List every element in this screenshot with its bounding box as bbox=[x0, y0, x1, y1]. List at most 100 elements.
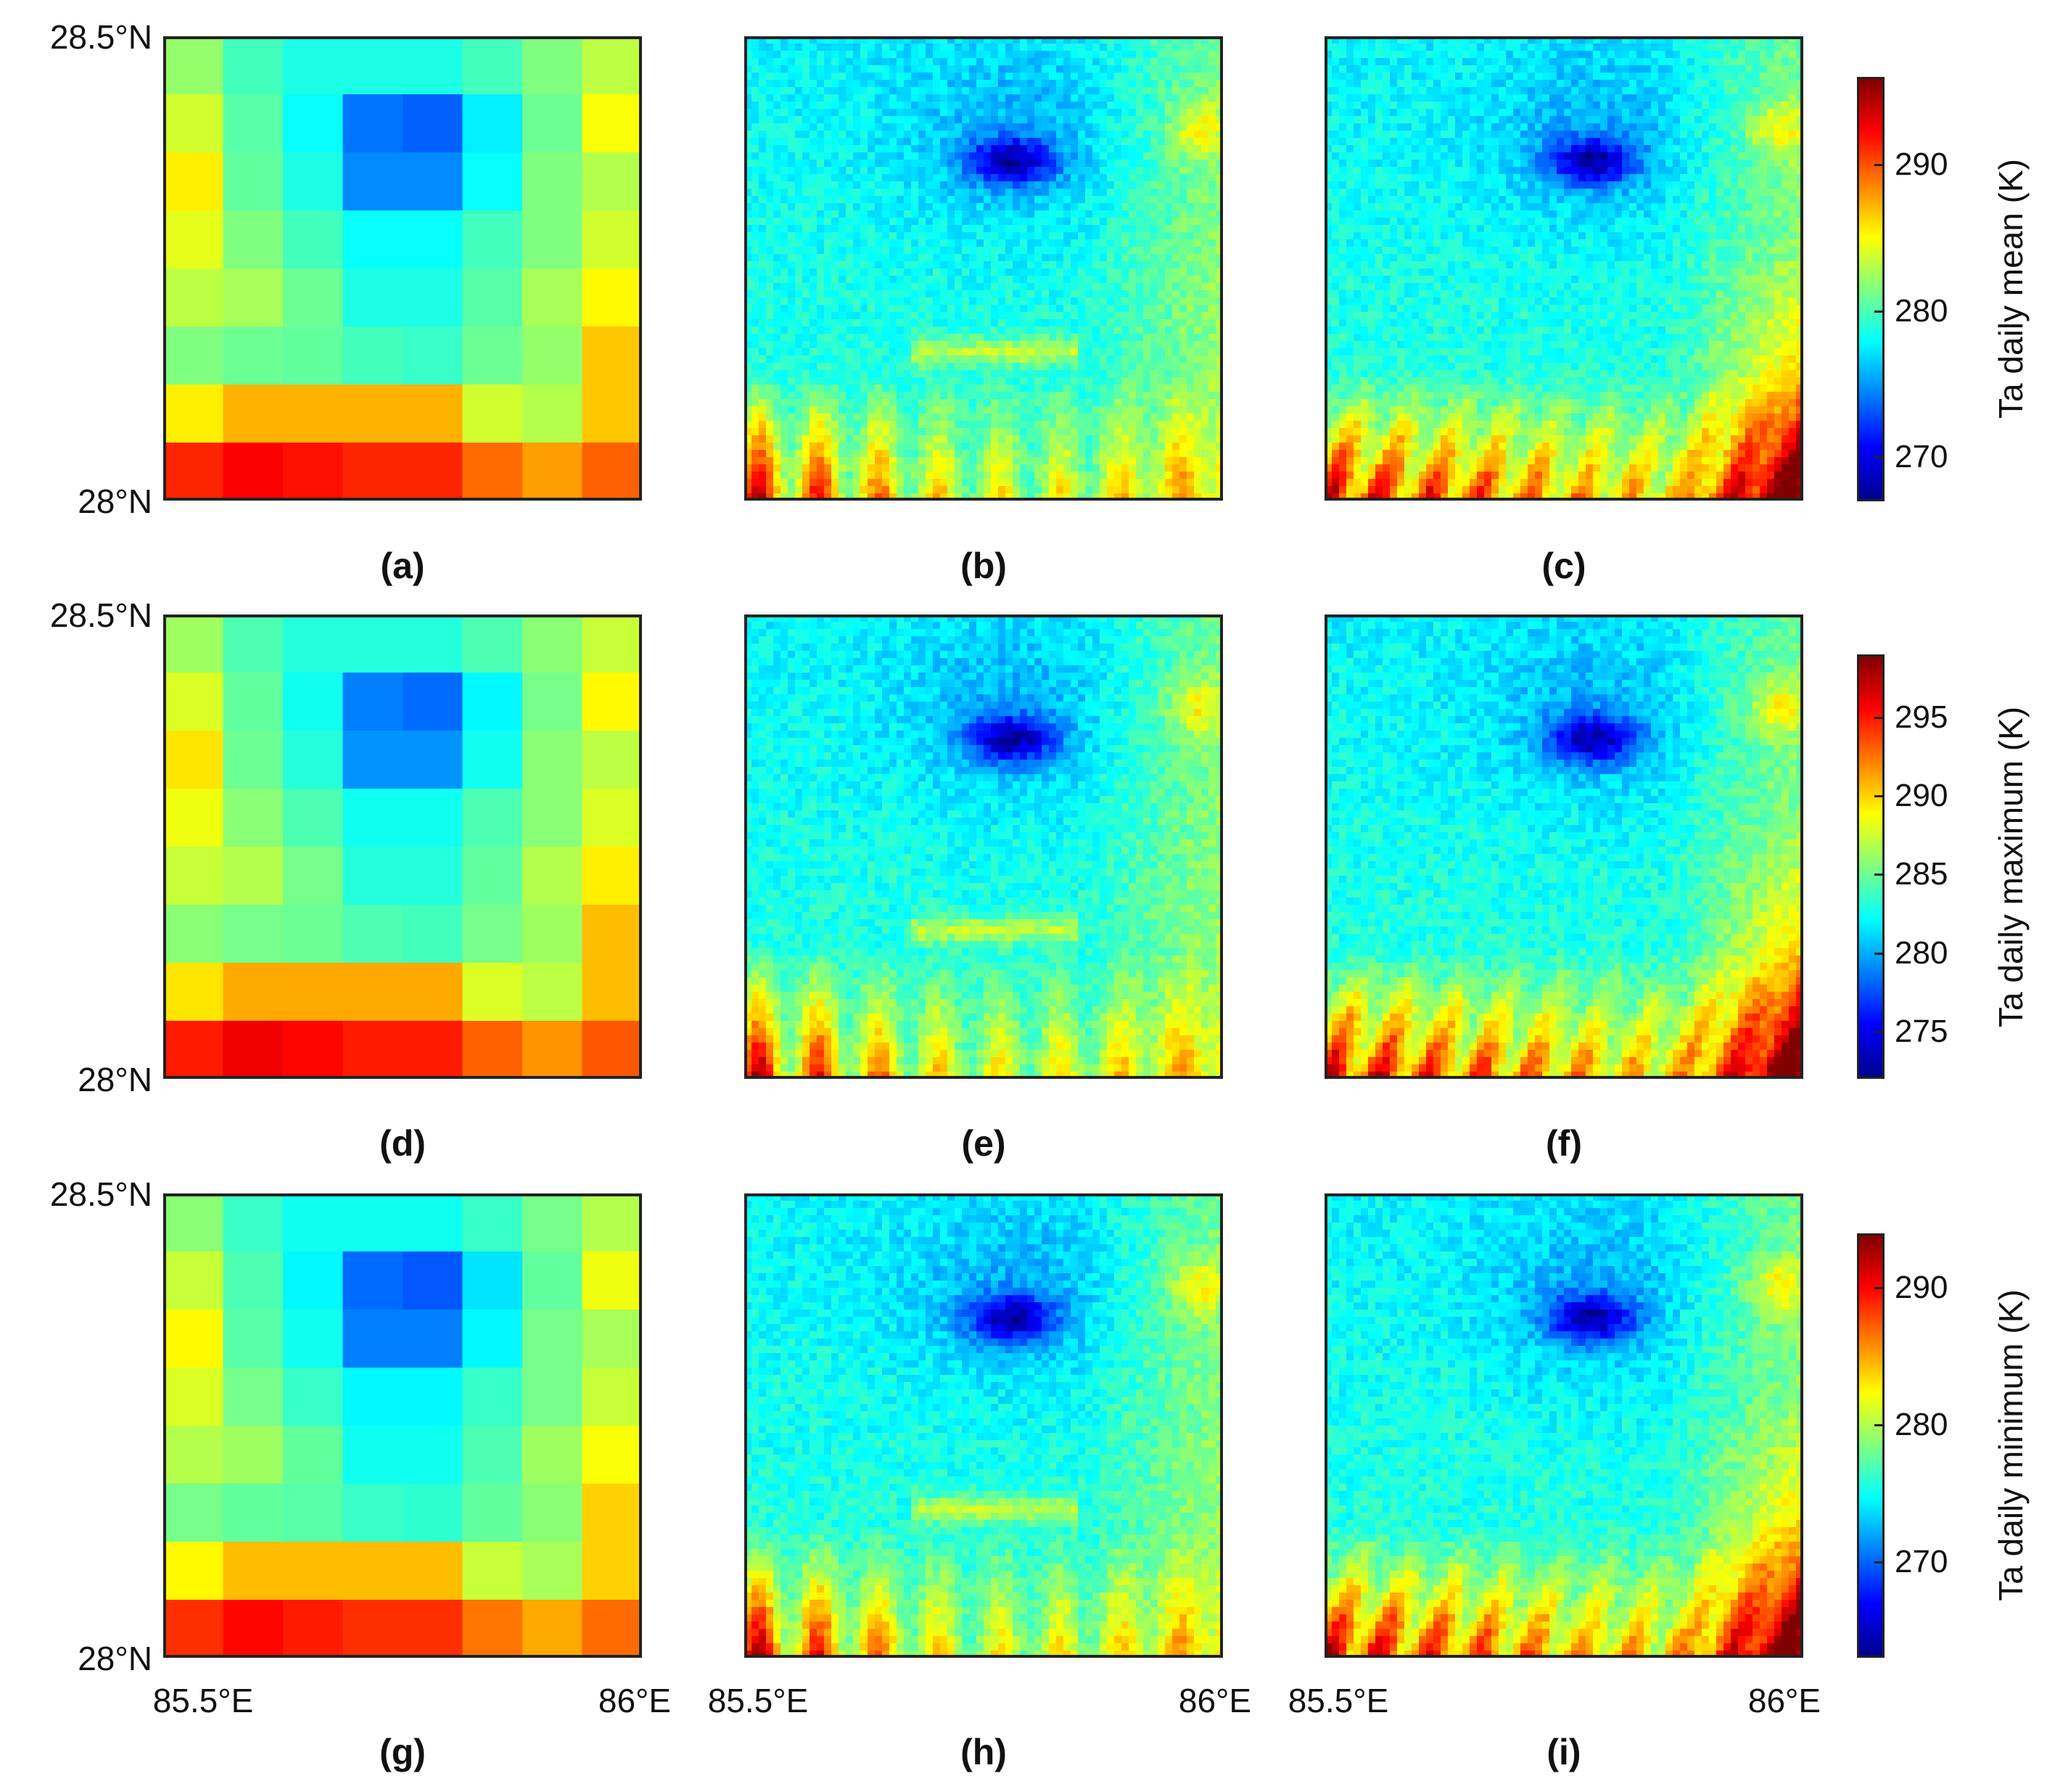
grid-cell bbox=[1187, 348, 1195, 356]
grid-cell bbox=[1049, 80, 1057, 88]
grid-cell bbox=[984, 312, 992, 320]
grid-cell bbox=[1731, 87, 1739, 95]
grid-cell bbox=[1484, 73, 1492, 81]
grid-cell bbox=[1441, 73, 1449, 81]
grid-cell bbox=[773, 196, 781, 204]
grid-cell bbox=[1187, 334, 1195, 342]
grid-cell bbox=[846, 80, 854, 88]
grid-cell bbox=[998, 479, 1006, 487]
grid-cell bbox=[1709, 94, 1717, 102]
grid-cell bbox=[998, 297, 1006, 305]
grid-cell bbox=[1013, 152, 1021, 160]
grid-cell bbox=[926, 290, 934, 298]
grid-cell bbox=[1390, 87, 1398, 95]
grid-cell bbox=[860, 472, 868, 480]
grid-cell bbox=[1150, 334, 1158, 342]
grid-cell bbox=[1172, 167, 1180, 175]
grid-cell bbox=[860, 87, 868, 95]
grid-cell bbox=[947, 196, 955, 204]
grid-cell bbox=[1172, 102, 1180, 110]
grid-cell bbox=[1020, 377, 1028, 385]
grid-cell bbox=[1208, 326, 1216, 334]
grid-cell bbox=[1085, 377, 1093, 385]
grid-cell bbox=[788, 319, 796, 327]
grid-cell bbox=[810, 203, 817, 211]
grid-cell bbox=[1477, 44, 1485, 52]
grid-cell bbox=[1063, 80, 1071, 88]
grid-cell bbox=[1332, 80, 1340, 88]
grid-cell bbox=[1375, 102, 1383, 110]
grid-cell bbox=[1143, 268, 1151, 276]
grid-cell bbox=[1034, 443, 1042, 451]
grid-cell bbox=[1063, 210, 1071, 218]
grid-cell bbox=[897, 290, 905, 298]
grid-cell bbox=[1027, 450, 1035, 458]
grid-cell bbox=[1013, 414, 1021, 422]
grid-cell bbox=[1034, 109, 1042, 117]
grid-cell bbox=[1629, 80, 1637, 88]
grid-cell bbox=[1063, 138, 1071, 146]
grid-cell bbox=[1397, 65, 1405, 73]
grid-cell bbox=[1165, 218, 1173, 226]
grid-cell bbox=[897, 196, 905, 204]
grid-cell bbox=[810, 319, 817, 327]
grid-cell bbox=[1586, 73, 1594, 81]
grid-cell bbox=[991, 131, 999, 139]
grid-cell bbox=[1042, 73, 1050, 81]
grid-cell bbox=[991, 326, 999, 334]
grid-cell bbox=[1100, 297, 1108, 305]
grid-cell bbox=[1673, 94, 1681, 102]
grid-cell bbox=[781, 363, 788, 371]
grid-cell bbox=[1078, 370, 1086, 378]
grid-cell bbox=[846, 189, 854, 197]
grid-cell bbox=[522, 152, 582, 211]
grid-cell bbox=[882, 51, 890, 59]
grid-cell bbox=[926, 297, 934, 305]
grid-cell bbox=[853, 399, 861, 407]
grid-cell bbox=[1121, 102, 1129, 110]
grid-cell bbox=[889, 355, 897, 363]
grid-cell bbox=[1680, 94, 1688, 102]
grid-cell bbox=[1731, 80, 1739, 88]
grid-cell bbox=[788, 102, 796, 110]
grid-cell bbox=[1107, 109, 1115, 117]
grid-cell bbox=[1216, 435, 1223, 443]
grid-cell bbox=[1114, 44, 1122, 52]
grid-cell bbox=[1034, 254, 1042, 262]
grid-cell bbox=[788, 290, 796, 298]
grid-cell bbox=[1375, 87, 1383, 95]
grid-cell bbox=[1201, 283, 1209, 291]
grid-cell bbox=[904, 261, 912, 269]
grid-cell bbox=[911, 123, 919, 131]
grid-cell bbox=[947, 399, 955, 407]
grid-cell bbox=[846, 254, 854, 262]
grid-cell bbox=[933, 268, 941, 276]
grid-cell bbox=[940, 254, 948, 262]
grid-cell bbox=[1042, 232, 1050, 240]
grid-cell bbox=[1049, 73, 1057, 81]
grid-cell bbox=[751, 102, 759, 110]
grid-cell bbox=[1187, 464, 1195, 472]
grid-cell bbox=[788, 189, 796, 197]
grid-cell bbox=[1042, 428, 1050, 436]
grid-cell bbox=[904, 472, 912, 480]
grid-cell bbox=[984, 348, 992, 356]
grid-cell bbox=[911, 472, 919, 480]
grid-cell bbox=[1034, 305, 1042, 313]
grid-cell bbox=[1629, 94, 1637, 102]
grid-cell bbox=[897, 276, 905, 284]
grid-cell bbox=[962, 174, 970, 182]
grid-cell bbox=[897, 65, 905, 73]
grid-cell bbox=[1694, 87, 1702, 95]
grid-cell bbox=[1216, 443, 1223, 451]
grid-cell bbox=[904, 254, 912, 262]
grid-cell bbox=[342, 268, 403, 327]
grid-cell bbox=[582, 94, 642, 153]
grid-cell bbox=[802, 348, 810, 356]
grid-cell bbox=[839, 464, 847, 472]
grid-cell bbox=[947, 239, 955, 247]
grid-cell bbox=[1194, 443, 1202, 451]
grid-cell bbox=[933, 189, 941, 197]
grid-cell bbox=[1100, 232, 1108, 240]
grid-cell bbox=[1201, 377, 1209, 385]
